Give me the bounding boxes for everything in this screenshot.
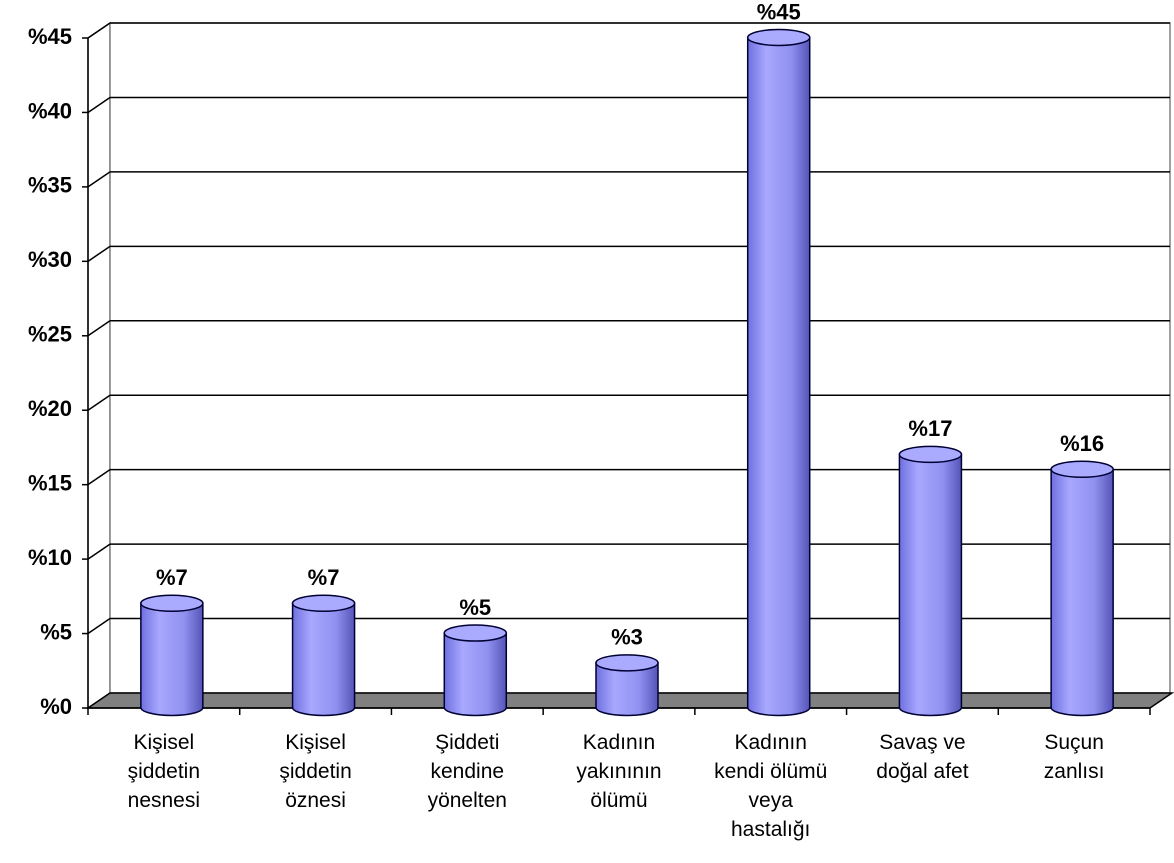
bar	[595, 654, 659, 717]
grid-line	[87, 22, 111, 39]
x-tick-label: Kişisel şiddetin nesnesi	[127, 731, 201, 812]
bar	[291, 594, 356, 717]
x-tick-label: Kişisel şiddetin öznesi	[279, 731, 352, 812]
y-tick-label: %35	[28, 173, 72, 198]
value-label: %17	[908, 416, 952, 441]
bar-body	[443, 632, 508, 717]
bar-body	[898, 453, 963, 717]
bar-top	[595, 654, 659, 672]
bar-top	[1050, 460, 1114, 479]
grid-line	[87, 469, 111, 486]
grid-line	[87, 543, 111, 560]
x-tick-label: Şiddeti kendine yönelten	[427, 731, 507, 812]
value-label: %7	[308, 565, 340, 590]
y-tick-label: %10	[28, 545, 72, 570]
value-label: %7	[156, 565, 188, 590]
bar-top	[898, 445, 963, 464]
y-tick-label: %40	[28, 98, 72, 123]
y-tick-label: %45	[28, 24, 72, 49]
x-tick-label: Savaş ve doğal afet	[876, 731, 969, 783]
grid-line	[87, 617, 111, 635]
grid-line	[87, 96, 111, 114]
y-tick-label: %25	[28, 322, 72, 347]
y-tick-label: %20	[28, 396, 72, 421]
bar	[140, 594, 204, 717]
x-tick-label: Suçun zanlısı	[1043, 731, 1105, 783]
y-tick-label: %15	[28, 470, 72, 495]
bar-body	[595, 662, 659, 717]
grid-line	[87, 394, 111, 411]
bar-top	[746, 28, 811, 47]
value-label: %45	[757, 0, 801, 24]
bar-top	[443, 624, 508, 642]
y-tick-label: %5	[40, 619, 72, 644]
bar-top	[291, 594, 356, 613]
bar-body	[291, 602, 356, 717]
bar	[443, 624, 508, 717]
bar-top	[140, 594, 204, 613]
value-label: %3	[611, 625, 643, 650]
grid-line	[87, 171, 111, 188]
bar	[1050, 460, 1114, 717]
bar	[898, 445, 963, 717]
bar-body	[1050, 468, 1114, 717]
grid-line	[87, 245, 111, 262]
y-tick-label: %30	[28, 247, 72, 272]
bar	[746, 28, 811, 717]
value-label: %5	[459, 595, 491, 620]
x-tick-label: Kadının yakınının ölümü	[576, 731, 662, 812]
back-wall	[109, 22, 1171, 694]
side-wall	[87, 21, 111, 710]
grid-line	[87, 320, 111, 337]
value-label: %16	[1060, 431, 1104, 456]
x-tick-label: Kadının kendi ölümü veya hastalığı	[714, 731, 828, 841]
bar-body	[746, 36, 811, 717]
y-tick-label: %0	[40, 694, 72, 719]
bar-body	[140, 602, 204, 717]
